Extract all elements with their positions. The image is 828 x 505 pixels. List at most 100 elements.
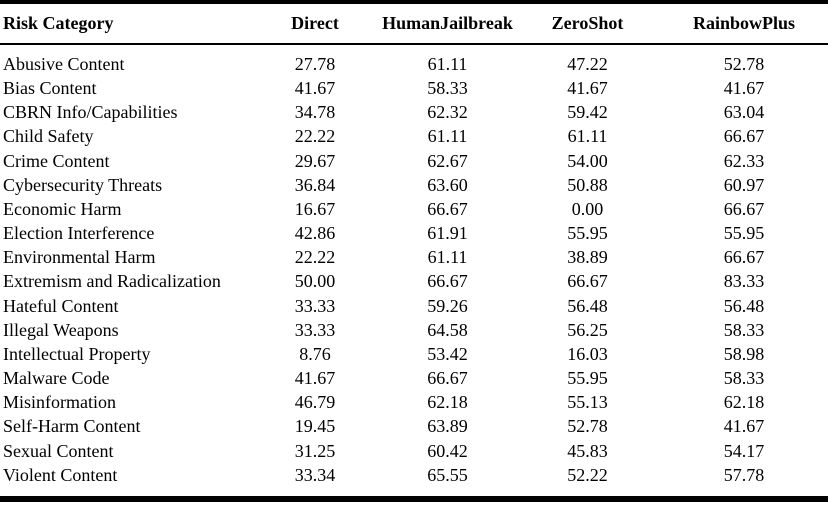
header-row: Risk Category Direct HumanJailbreak Zero… <box>0 2 828 45</box>
value-cell: 36.84 <box>294 174 336 195</box>
value-cell: 66.67 <box>567 271 608 292</box>
value-cell: 22.22 <box>294 126 336 147</box>
value-cell: 56.48 <box>723 295 765 316</box>
value-cell: 64.58 <box>427 319 468 340</box>
table-row: Crime Content 29.67 62.67 54.00 62.33 <box>0 149 828 173</box>
value-cell: 54.00 <box>567 150 608 171</box>
value-cell: 62.33 <box>723 150 765 171</box>
table-row: Extremism and Radicalization 50.00 66.67 66… <box>0 269 828 293</box>
value-cell: 52.78 <box>567 416 608 437</box>
value-cell: 61.11 <box>427 54 468 74</box>
value-cell: 16.03 <box>567 343 608 364</box>
value-cell: 50.88 <box>567 174 608 195</box>
value-cell: 31.25 <box>294 440 336 461</box>
value-cell: 66.67 <box>723 198 765 219</box>
value-cell: 66.67 <box>723 126 765 147</box>
value-cell: 38.89 <box>567 247 608 268</box>
table-row: Violent Content 33.34 65.55 52.22 57.78 <box>0 463 828 499</box>
value-cell: 41.67 <box>723 416 765 437</box>
column-header-humanjailbreak: HumanJailbreak <box>380 2 515 45</box>
risk-category-cell: Environmental Harm <box>3 247 156 268</box>
value-cell: 33.33 <box>294 319 336 340</box>
column-header-zeroshot: ZeroShot <box>515 2 660 45</box>
value-cell: 47.22 <box>567 54 608 74</box>
table-row: Election Interference 42.86 61.91 55.95 55.9… <box>0 221 828 245</box>
value-cell: 83.33 <box>723 271 765 292</box>
risk-category-cell: Extremism and Radicalization <box>3 271 221 292</box>
risk-category-cell: Hateful Content <box>3 295 119 316</box>
value-cell: 42.86 <box>294 223 336 244</box>
table-header: Risk Category Direct HumanJailbreak Zero… <box>0 2 828 45</box>
risk-category-cell: CBRN Info/Capabilities <box>3 102 178 123</box>
risk-category-cell: Sexual Content <box>3 440 114 461</box>
value-cell: 59.42 <box>567 102 608 123</box>
risk-category-cell: Child Safety <box>3 126 94 147</box>
table-row: Illegal Weapons 33.33 64.58 56.25 58.33 <box>0 318 828 342</box>
table-row: Hateful Content 33.33 59.26 56.48 56.48 <box>0 294 828 318</box>
value-cell: 61.11 <box>427 247 468 268</box>
value-cell: 66.67 <box>427 271 468 292</box>
value-cell: 61.11 <box>567 126 608 147</box>
value-cell: 22.22 <box>294 247 336 268</box>
value-cell: 45.83 <box>567 440 608 461</box>
value-cell: 63.89 <box>427 416 468 437</box>
value-cell: 62.32 <box>427 102 468 123</box>
table-row: Self-Harm Content 19.45 63.89 52.78 41.67 <box>0 414 828 438</box>
value-cell: 58.33 <box>723 368 765 389</box>
value-cell: 63.04 <box>723 102 765 123</box>
table-body: Abusive Content 27.78 61.11 47.22 52.78 Bias … <box>0 44 828 499</box>
value-cell: 58.98 <box>723 343 765 364</box>
value-cell: 56.25 <box>567 319 608 340</box>
table-row: Intellectual Property 8.76 53.42 16.03 58.98 <box>0 342 828 366</box>
value-cell: 46.79 <box>294 392 336 413</box>
table-row: Environmental Harm 22.22 61.11 38.89 66.67 <box>0 245 828 269</box>
column-header-rainbowplus: RainbowPlus <box>660 2 828 45</box>
value-cell: 52.22 <box>567 464 608 485</box>
risk-category-cell: Bias Content <box>3 78 97 99</box>
table-row: Sexual Content 31.25 60.42 45.83 54.17 <box>0 439 828 463</box>
value-cell: 33.33 <box>294 295 336 316</box>
value-cell: 8.76 <box>299 343 331 364</box>
value-cell: 16.67 <box>294 198 336 219</box>
value-cell: 61.91 <box>427 223 468 244</box>
value-cell: 57.78 <box>723 464 765 485</box>
value-cell: 29.67 <box>294 150 336 171</box>
risk-category-cell: Abusive Content <box>3 54 125 74</box>
risk-category-cell: Illegal Weapons <box>3 319 119 340</box>
value-cell: 61.11 <box>427 126 468 147</box>
value-cell: 58.33 <box>723 319 765 340</box>
risk-category-cell: Cybersecurity Threats <box>3 174 163 195</box>
risk-category-cell: Crime Content <box>3 150 110 171</box>
value-cell: 66.67 <box>427 198 468 219</box>
value-cell: 55.95 <box>567 368 608 389</box>
value-cell: 33.34 <box>294 464 336 485</box>
value-cell: 62.18 <box>427 392 468 413</box>
value-cell: 65.55 <box>427 464 468 485</box>
value-cell: 66.67 <box>723 247 765 268</box>
value-cell: 58.33 <box>427 78 468 99</box>
table-row: Cybersecurity Threats 36.84 63.60 50.88 60.9… <box>0 173 828 197</box>
value-cell: 55.95 <box>723 223 765 244</box>
table-row: Malware Code 41.67 66.67 55.95 58.33 <box>0 366 828 390</box>
table-row: Economic Harm 16.67 66.67 0.00 66.67 <box>0 197 828 221</box>
value-cell: 34.78 <box>294 102 336 123</box>
value-cell: 55.13 <box>567 392 608 413</box>
column-header-direct: Direct <box>250 2 380 45</box>
table-row: Misinformation 46.79 62.18 55.13 62.18 <box>0 390 828 414</box>
risk-category-cell: Violent Content <box>3 464 118 485</box>
value-cell: 0.00 <box>571 198 604 219</box>
value-cell: 53.42 <box>427 343 468 364</box>
value-cell: 54.17 <box>723 440 765 461</box>
value-cell: 41.67 <box>567 78 608 99</box>
table-row: Child Safety 22.22 61.11 61.11 66.67 <box>0 124 828 148</box>
value-cell: 62.67 <box>427 150 468 171</box>
table-row: CBRN Info/Capabilities 34.78 62.32 59.42 63.… <box>0 100 828 124</box>
value-cell: 41.67 <box>294 368 336 389</box>
risk-category-cell: Misinformation <box>3 392 116 413</box>
value-cell: 50.00 <box>294 271 336 292</box>
value-cell: 41.67 <box>723 78 765 99</box>
value-cell: 52.78 <box>723 54 765 74</box>
value-cell: 27.78 <box>294 54 336 74</box>
